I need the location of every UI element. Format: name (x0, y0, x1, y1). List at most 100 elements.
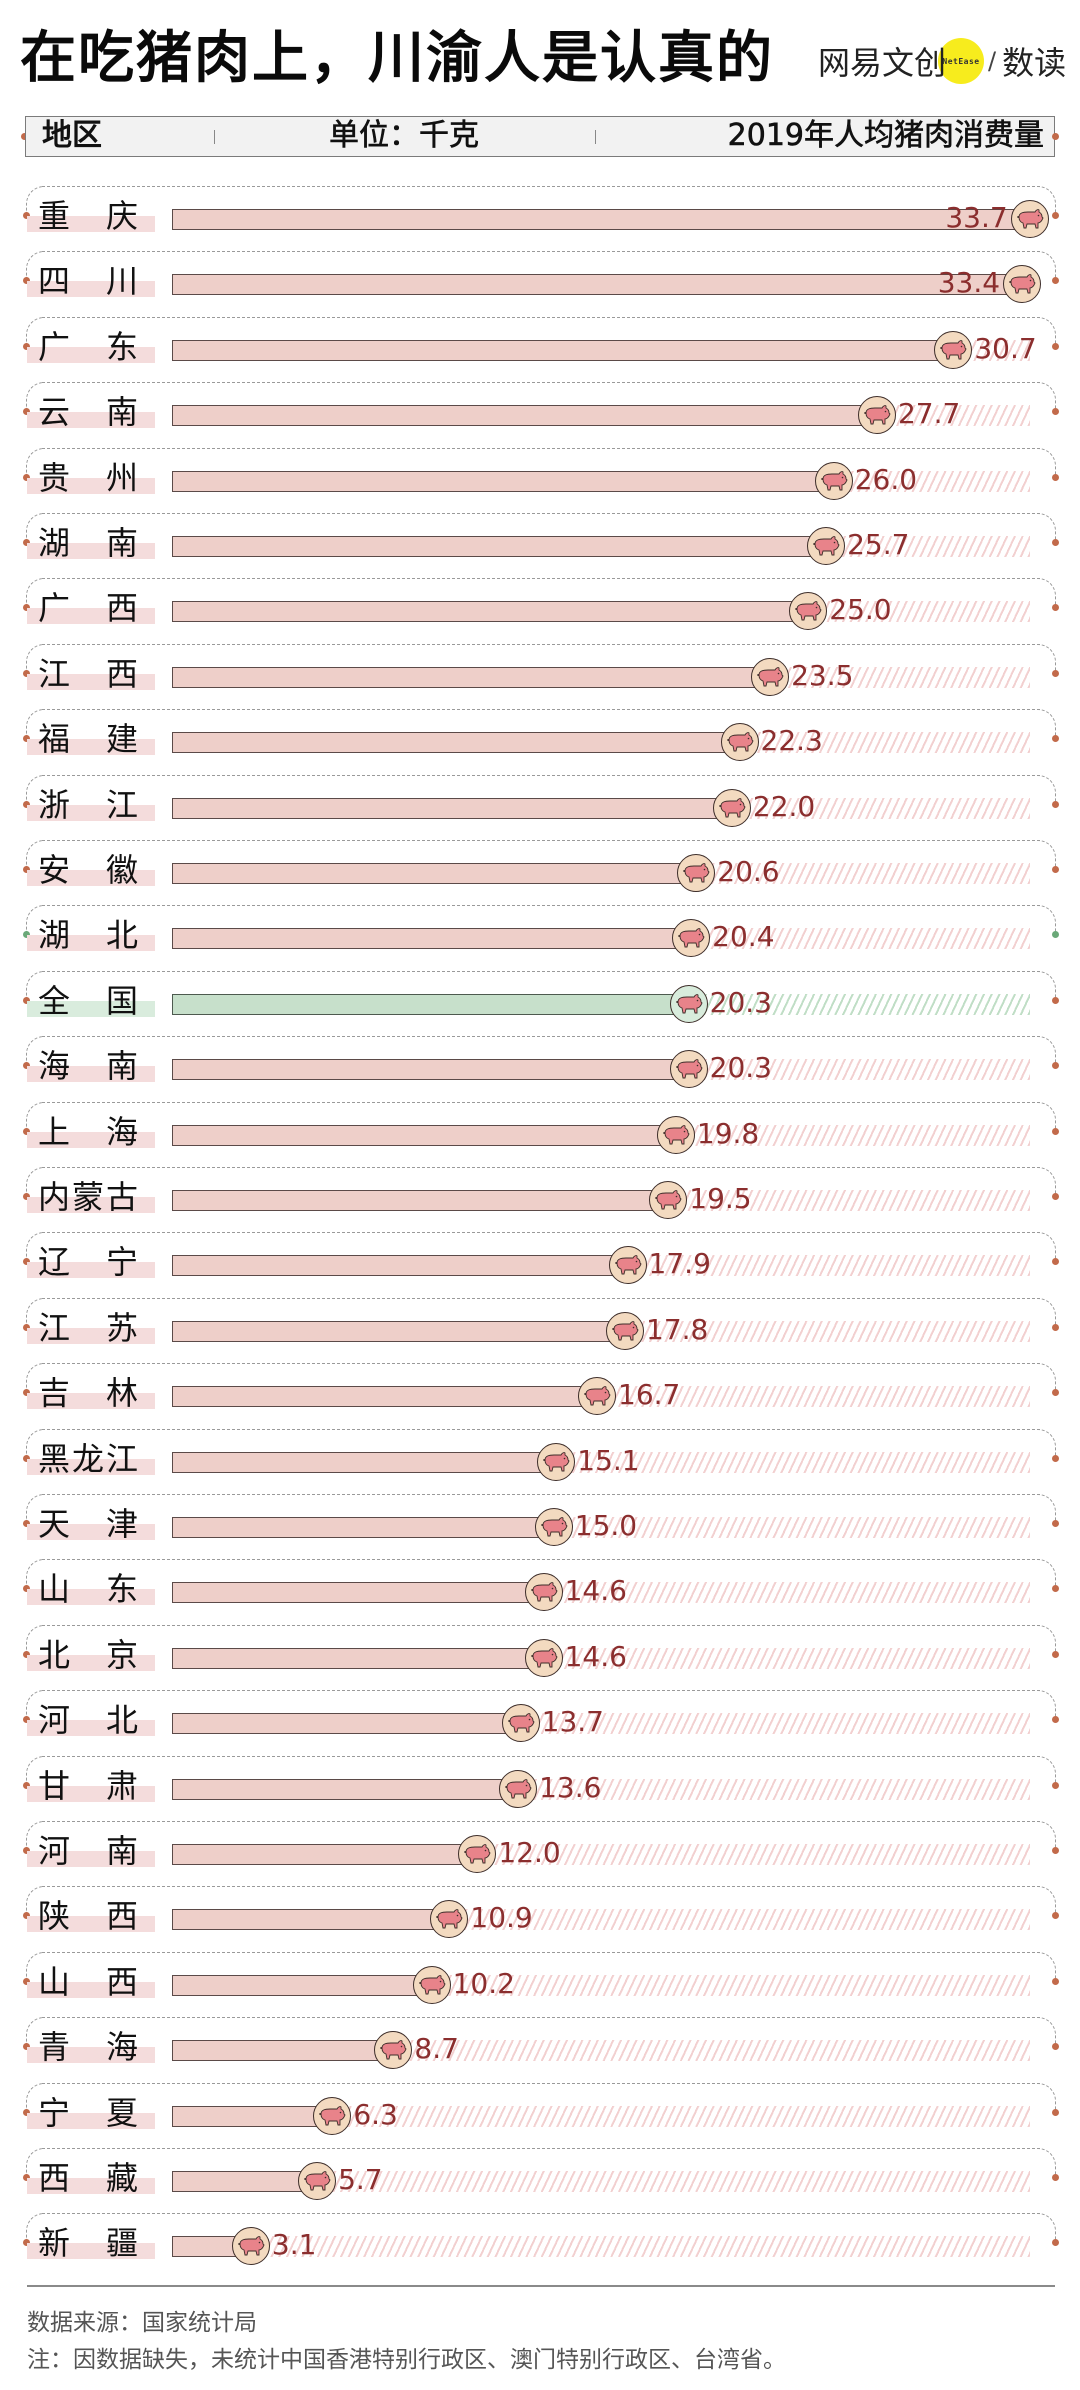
bar-row: 江苏 17.8 (0, 1297, 1080, 1364)
row-corner-right (1037, 2082, 1056, 2110)
row-left-dot-icon (23, 931, 30, 939)
region-label-char: 湖 (38, 916, 71, 955)
bar-row: 甘肃 13.6 (0, 1755, 1080, 1822)
row-corner-right (1037, 447, 1056, 475)
region-label-char: 辽 (38, 1243, 71, 1282)
row-left-dot-icon (23, 1323, 30, 1331)
value-label: 10.9 (470, 1901, 533, 1935)
region-label: 江西 (38, 652, 138, 696)
region-label: 上海 (38, 1110, 138, 1154)
bar-row: 海南 20.3 (0, 1036, 1080, 1102)
region-label-char: 四 (38, 262, 71, 301)
pig-icon (464, 1844, 491, 1864)
row-right-dot-icon (1052, 1912, 1059, 1920)
pig-icon (418, 1974, 446, 1995)
pig-icon (436, 1909, 463, 1929)
header-divider (595, 130, 596, 144)
value-label: 20.3 (709, 985, 772, 1019)
pig-marker (606, 1311, 644, 1350)
region-label: 天津 (38, 1502, 138, 1546)
row-right-dot-icon (1052, 1847, 1059, 1854)
row-right-dot-icon (1052, 1781, 1059, 1789)
value-bar (172, 1320, 625, 1342)
pig-marker (524, 1573, 563, 1612)
row-left-dot-icon (23, 996, 30, 1004)
region-label-char: 西 (105, 1962, 138, 2001)
region-label-char: 广 (38, 589, 71, 628)
row-corner-right (1037, 1297, 1056, 1325)
label-highlight (27, 281, 155, 298)
region-label: 宁夏 (38, 2091, 138, 2135)
region-label: 甘肃 (38, 1764, 138, 1808)
region-label-char: 青 (38, 2028, 71, 2067)
value-bar (172, 993, 689, 1015)
row-dashed-guide (42, 1886, 1040, 1888)
row-right-dot-icon (1052, 1454, 1059, 1462)
pig-icon (820, 470, 848, 491)
value-bar (172, 1647, 544, 1669)
value-bar (172, 666, 771, 688)
region-label: 海南 (38, 1044, 138, 1088)
pig-icon (757, 666, 784, 687)
value-label: 15.0 (574, 1509, 638, 1542)
value-bar (172, 470, 834, 492)
row-dashed-guide (42, 578, 1040, 580)
row-corner-right (1037, 1428, 1056, 1456)
region-label-char: 陕 (38, 1897, 71, 1936)
row-right-dot-icon (1052, 473, 1059, 481)
row-corner-right (1037, 1363, 1056, 1391)
label-highlight (27, 216, 155, 232)
row-dashed-guide (42, 316, 1040, 318)
row-corner-right (1037, 1755, 1056, 1783)
label-highlight (27, 1916, 155, 1933)
value-bar (172, 1386, 597, 1408)
bar-row: 浙江 22.0 (0, 774, 1080, 841)
row-right-dot-icon (1052, 669, 1059, 677)
region-label-char: 甘 (38, 1766, 71, 1805)
pig-marker (672, 919, 711, 958)
row-corner-right (1037, 382, 1056, 410)
row-right-dot-icon (1052, 2239, 1059, 2247)
region-label-char: 津 (105, 1505, 138, 1543)
region-label-char: 安 (38, 851, 71, 889)
region-label-char: 吉 (38, 1374, 71, 1413)
region-label-char: 徽 (105, 851, 138, 889)
bar-row: 四川 33.4 (0, 251, 1080, 317)
pig-icon (663, 1124, 690, 1145)
bar-row: 湖北 20.4 (0, 905, 1080, 971)
row-dashed-guide (42, 382, 1040, 384)
row-dashed-guide (42, 840, 1040, 841)
row-right-dot-icon (1052, 1716, 1059, 1724)
row-left-dot-icon (23, 408, 30, 416)
value-bar (172, 1582, 544, 1604)
region-label: 广东 (38, 325, 138, 369)
value-label: 19.5 (689, 1182, 752, 1215)
region-label-char: 北 (38, 1635, 71, 1674)
region-label-char: 北 (105, 1701, 138, 1740)
row-corner-left (26, 1232, 45, 1260)
row-corner-right (1037, 840, 1056, 867)
row-corner-right (1037, 2213, 1056, 2241)
pig-marker (578, 1377, 616, 1416)
row-corner-right (1037, 1494, 1056, 1521)
bar-row: 北京 14.6 (0, 1624, 1080, 1691)
row-dashed-guide (42, 1363, 1040, 1365)
region-label-char: 新 (38, 2224, 71, 2263)
label-highlight (27, 2047, 155, 2064)
region-label-char: 川 (105, 262, 138, 301)
row-dashed-guide (42, 447, 1040, 449)
row-left-dot-icon (23, 1258, 30, 1266)
row-corner-right (1037, 774, 1056, 802)
label-highlight (27, 2243, 155, 2260)
label-highlight (27, 1524, 155, 1540)
bar-row: 青海 8.7 (0, 2017, 1080, 2083)
region-label-char: 南 (105, 524, 138, 562)
header-region-label: 地区 (42, 118, 102, 153)
row-left-dot-icon (23, 1781, 30, 1789)
pig-marker (524, 1638, 563, 1677)
row-right-dot-icon (1052, 408, 1059, 416)
value-bar (172, 2040, 394, 2062)
row-right-dot-icon (1052, 604, 1059, 612)
label-highlight (27, 543, 155, 559)
region-label-char: 南 (105, 393, 138, 432)
